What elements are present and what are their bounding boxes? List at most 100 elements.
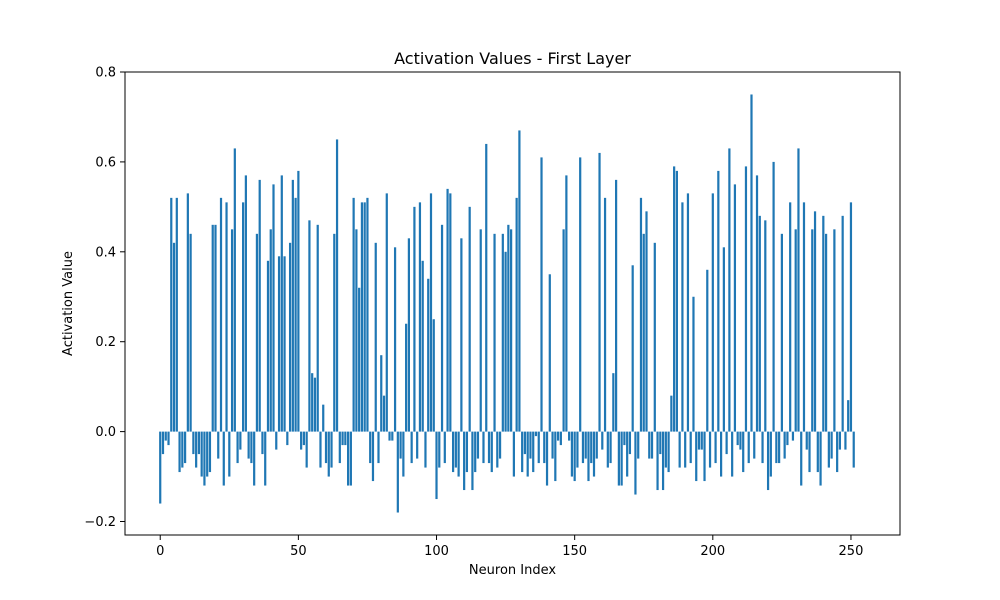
bar-neuron-104: [446, 188, 449, 432]
bar-neuron-111: [465, 431, 469, 473]
bar-neuron-59: [322, 404, 325, 432]
bar-neuron-125: [504, 251, 507, 432]
bar-neuron-130: [518, 130, 521, 432]
bar-neuron-88: [402, 431, 405, 477]
bar-neuron-215: [753, 431, 756, 459]
bar-neuron-71: [355, 229, 358, 432]
bar-neuron-154: [584, 431, 587, 459]
bar-neuron-187: [675, 170, 678, 432]
bar-neuron-107: [454, 431, 457, 468]
bar-neuron-114: [474, 431, 477, 473]
bar-neuron-170: [628, 431, 632, 455]
bar-neuron-212: [744, 166, 748, 432]
bar-neuron-18: [208, 431, 212, 473]
bar-neuron-3: [167, 431, 170, 446]
bar-neuron-75: [366, 197, 369, 432]
bar-neuron-238: [816, 431, 819, 473]
bar-neuron-191: [686, 193, 690, 432]
bar-neuron-33: [250, 431, 253, 464]
bars-group: [159, 94, 855, 513]
bar-neuron-147: [565, 175, 568, 432]
bar-neuron-131: [521, 431, 524, 473]
bar-neuron-166: [617, 431, 620, 486]
bar-neuron-17: [206, 431, 209, 477]
x-tick-label: 0: [156, 544, 164, 559]
bar-neuron-97: [427, 278, 430, 432]
bar-neuron-85: [393, 247, 397, 432]
bar-neuron-220: [766, 431, 770, 491]
bar-neuron-223: [775, 431, 778, 464]
bar-neuron-42: [275, 431, 278, 450]
bar-neuron-218: [761, 431, 764, 464]
bar-neuron-78: [374, 242, 377, 432]
bar-neuron-251: [852, 431, 855, 468]
bar-neuron-81: [382, 395, 386, 432]
bar-neuron-52: [302, 431, 305, 446]
plot-frame: [124, 71, 901, 536]
bar-neuron-69: [349, 431, 352, 486]
bar-neuron-139: [543, 431, 546, 464]
bar-neuron-73: [360, 202, 364, 432]
bar-neuron-213: [747, 431, 750, 464]
bar-neuron-79: [377, 431, 380, 464]
bar-neuron-184: [667, 431, 670, 473]
bar-neuron-54: [308, 220, 311, 432]
bar-neuron-72: [358, 287, 361, 432]
bar-neuron-160: [601, 431, 604, 450]
bar-neuron-74: [363, 202, 366, 432]
bar-neuron-91: [410, 431, 413, 464]
y-axis-ticks: −0.2 0.0 0.2 0.4 0.6 0.8: [84, 66, 125, 530]
bar-neuron-5: [172, 242, 176, 432]
bar-neuron-19: [211, 224, 214, 432]
bar-neuron-102: [440, 224, 444, 432]
bar-neuron-172: [634, 431, 637, 495]
bar-neuron-68: [347, 431, 350, 486]
bar-neuron-36: [258, 179, 261, 432]
bar-neuron-14: [197, 431, 201, 455]
bar-neuron-224: [778, 431, 781, 464]
bar-neuron-245: [836, 431, 839, 473]
bar-neuron-128: [512, 431, 515, 477]
bar-neuron-38: [264, 431, 267, 486]
bar-neuron-35: [255, 233, 259, 432]
bar-neuron-195: [697, 431, 701, 450]
bar-neuron-156: [590, 431, 593, 464]
bar-neuron-82: [385, 193, 388, 432]
bar-neuron-146: [562, 229, 565, 432]
bar-neuron-89: [405, 323, 408, 432]
bar-neuron-242: [827, 431, 830, 468]
bar-neuron-162: [606, 431, 609, 468]
bar-neuron-143: [554, 431, 557, 482]
y-tick-label: −0.2: [84, 515, 116, 530]
bar-neuron-117: [482, 431, 485, 464]
bar-neuron-186: [673, 166, 676, 432]
bar-neuron-208: [733, 184, 737, 432]
bar-neuron-211: [742, 431, 745, 473]
bar-neuron-214: [750, 94, 753, 432]
bar-neuron-39: [266, 260, 270, 432]
bar-neuron-66: [341, 431, 344, 446]
bar-neuron-171: [631, 265, 634, 432]
bar-neuron-80: [380, 355, 383, 432]
bar-neuron-207: [731, 431, 734, 477]
bar-neuron-41: [272, 184, 275, 432]
bar-neuron-92: [413, 206, 416, 432]
bar-neuron-150: [573, 431, 576, 482]
bar-neuron-177: [648, 431, 651, 459]
bar-neuron-148: [568, 431, 571, 441]
bar-neuron-6: [175, 197, 178, 432]
bar-neuron-206: [728, 148, 731, 432]
bar-neuron-57: [316, 224, 319, 432]
bar-neuron-123: [498, 431, 502, 459]
bar-neuron-169: [626, 431, 629, 477]
bar-neuron-222: [772, 161, 775, 432]
bar-neuron-235: [808, 431, 811, 473]
bar-neuron-29: [239, 431, 242, 450]
bar-neuron-194: [695, 431, 698, 482]
bar-neuron-196: [700, 431, 703, 450]
bar-neuron-144: [556, 431, 560, 441]
bar-neuron-65: [338, 431, 341, 464]
bar-neuron-49: [294, 197, 297, 432]
bar-neuron-113: [471, 431, 474, 491]
y-axis-label: Activation Value: [61, 251, 76, 356]
